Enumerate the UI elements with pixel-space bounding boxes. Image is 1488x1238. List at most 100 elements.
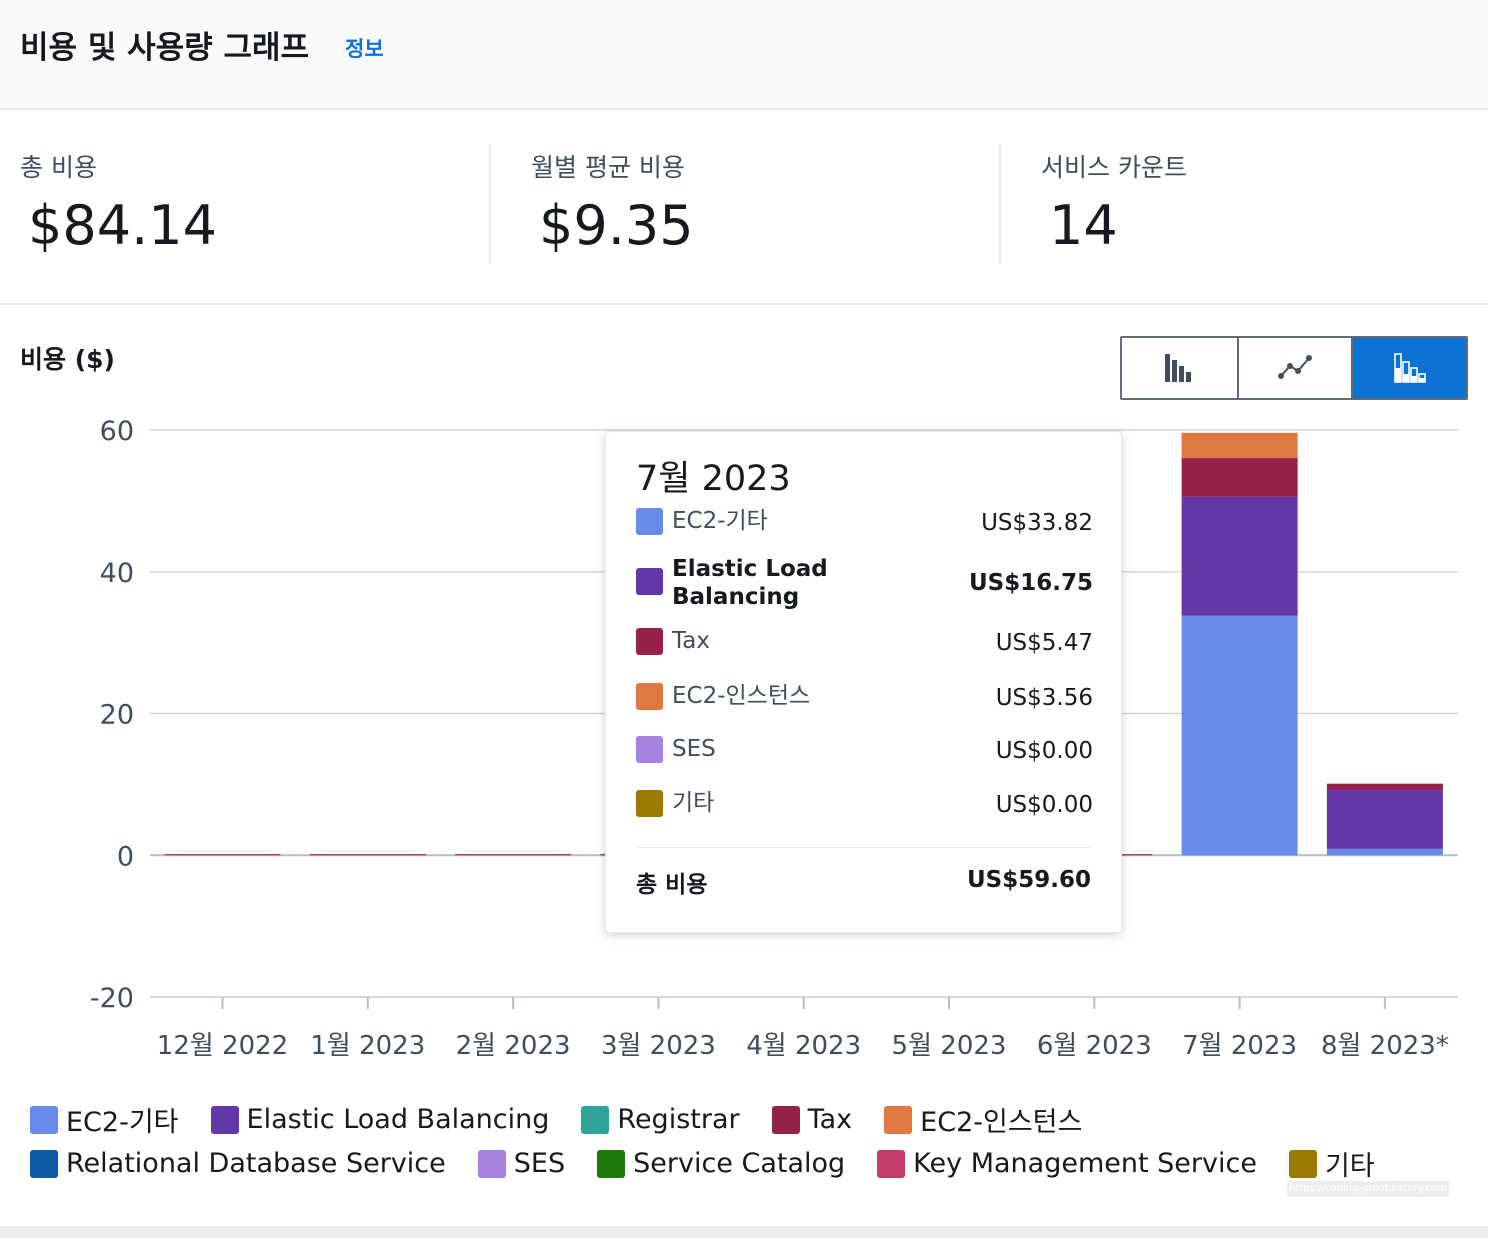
legend-color-swatch — [30, 1105, 58, 1134]
tooltip-color-swatch — [636, 790, 663, 817]
legend-color-swatch — [477, 1149, 506, 1178]
x-tick-label: 12월 2022 — [157, 1031, 288, 1061]
legend-label: EC2-인스턴스 — [920, 1107, 1083, 1138]
legend-label: EC2-기타 — [66, 1107, 179, 1138]
legend-item[interactable]: Registrar — [581, 1104, 740, 1135]
x-tick-label: 4월 2023 — [746, 1031, 861, 1061]
legend-label: Registrar — [617, 1104, 740, 1135]
metric-divider — [999, 144, 1001, 264]
summary-panel: 총 비용 $84.14 월별 평균 비용 $9.35 서비스 카운트 14 — [0, 112, 1488, 305]
legend-row: EC2-기타 Elastic Load Balancing Registrar Tax… — [30, 1100, 1114, 1139]
metric-label: 서비스 카운트 — [1041, 153, 1187, 182]
legend-color-swatch — [771, 1105, 800, 1134]
tooltip-total-value: US$59.60 — [967, 867, 1091, 893]
legend-item[interactable]: Service Catalog — [597, 1148, 845, 1179]
bar-segment — [1181, 458, 1298, 497]
tooltip-color-swatch — [636, 736, 663, 763]
watermark: https://coding-groot.tistory.com — [1287, 1181, 1449, 1197]
legend-color-swatch — [30, 1149, 58, 1178]
bar-segment — [164, 854, 281, 856]
tooltip-item-value: US$0.00 — [995, 792, 1093, 818]
bar-chart-icon — [1165, 354, 1192, 382]
y-tick-label: 40 — [100, 558, 134, 589]
bar-segment — [1326, 790, 1443, 849]
tooltip-item-value: US$5.47 — [995, 630, 1093, 656]
metric-divider — [489, 144, 491, 264]
legend-color-swatch — [877, 1149, 906, 1178]
legend-color-swatch — [1288, 1149, 1317, 1178]
x-tick-label: 2월 2023 — [456, 1031, 571, 1061]
y-tick-label: -20 — [90, 983, 134, 1014]
x-tick-label: 6월 2023 — [1037, 1031, 1152, 1061]
legend-label: Tax — [807, 1104, 853, 1135]
bar-segment — [1326, 783, 1443, 791]
legend-item[interactable]: Elastic Load Balancing — [210, 1104, 550, 1135]
tooltip-total-label: 총 비용 — [636, 872, 708, 898]
page-title: 비용 및 사용량 그래프 — [20, 30, 310, 66]
metric-label: 월별 평균 비용 — [531, 153, 685, 182]
y-tick-label: 20 — [100, 700, 134, 731]
legend-label: Relational Database Service — [66, 1148, 446, 1179]
chart-tooltip: 7월 2023 EC2-기타 US$33.82 Elastic Load Balan… — [605, 431, 1122, 933]
bar-segment — [1326, 848, 1443, 856]
cost-chart: 60 40 20 0 -20 12월 2022 1월 2023 2월 2023 3월 2023 4… — [90, 416, 1458, 1061]
tooltip-item-value: US$33.82 — [981, 510, 1093, 536]
legend-color-swatch — [210, 1105, 239, 1134]
bar-segment — [309, 854, 426, 856]
tooltip-divider — [636, 847, 1093, 848]
tooltip-color-swatch — [636, 568, 663, 595]
legend-item[interactable]: Key Management Service — [877, 1148, 1257, 1179]
legend-color-swatch — [581, 1105, 610, 1134]
bottom-divider — [0, 1226, 1488, 1238]
tooltip-title: 7월 2023 — [636, 459, 791, 499]
legend-label: Service Catalog — [633, 1148, 846, 1179]
legend-label: SES — [513, 1148, 566, 1179]
stacked-bar-chart-button[interactable] — [1351, 338, 1466, 398]
x-tick-label: 5월 2023 — [892, 1031, 1007, 1061]
metric-value: $9.35 — [539, 194, 694, 257]
legend-item[interactable]: EC2-인스턴스 — [884, 1100, 1082, 1139]
legend-item[interactable]: EC2-기타 — [30, 1100, 179, 1139]
metric-value: 14 — [1049, 194, 1118, 257]
y-tick-label: 60 — [100, 416, 134, 447]
line-chart-icon — [1277, 355, 1312, 379]
tooltip-item-label: EC2-기타 — [672, 508, 768, 534]
bar-segment — [1181, 615, 1298, 856]
legend-color-swatch — [884, 1105, 913, 1134]
chart-title: 비용 ($) — [20, 345, 115, 374]
y-tick-label: 0 — [117, 841, 134, 872]
legend-row: Relational Database Service SES Service Ca… — [30, 1144, 1407, 1183]
x-tick-label: 8월 2023* — [1321, 1031, 1449, 1061]
legend-item[interactable]: Tax — [771, 1104, 853, 1135]
line-chart-button[interactable] — [1236, 338, 1352, 398]
tooltip-item-value: US$3.56 — [995, 685, 1093, 711]
legend-item[interactable]: Relational Database Service — [30, 1148, 446, 1179]
stacked-bar-chart-icon — [1393, 353, 1426, 383]
x-tick-label: 7월 2023 — [1182, 1031, 1297, 1061]
bar-segment — [1181, 496, 1298, 616]
tooltip-item-label: Tax — [672, 628, 710, 654]
legend-label: Key Management Service — [913, 1148, 1257, 1179]
tooltip-item-label: EC2-인스턴스 — [672, 683, 811, 709]
tooltip-item-label: Elastic Load Balancing — [672, 556, 828, 610]
legend-label: Elastic Load Balancing — [246, 1104, 550, 1135]
info-link[interactable]: 정보 — [345, 37, 384, 61]
tooltip-item-value: US$0.00 — [995, 738, 1093, 764]
tooltip-color-swatch — [636, 683, 663, 710]
page-header: 비용 및 사용량 그래프 정보 — [0, 0, 1488, 110]
legend-item[interactable]: SES — [477, 1148, 566, 1179]
x-tick-label: 3월 2023 — [601, 1031, 716, 1061]
bar-segment — [455, 854, 572, 856]
metric-label: 총 비용 — [20, 153, 97, 182]
tooltip-item-label: SES — [672, 736, 716, 762]
tooltip-item-value: US$16.75 — [969, 570, 1093, 596]
legend-item[interactable]: 기타 — [1288, 1144, 1375, 1183]
tooltip-item-label: 기타 — [672, 790, 715, 816]
chart-type-toggle — [1120, 336, 1468, 400]
metric-value: $84.14 — [28, 194, 217, 257]
legend-color-swatch — [597, 1149, 626, 1178]
bar-segment — [1181, 432, 1298, 459]
tooltip-color-swatch — [636, 628, 663, 655]
bar-chart-button[interactable] — [1122, 338, 1237, 398]
tooltip-color-swatch — [636, 508, 663, 535]
